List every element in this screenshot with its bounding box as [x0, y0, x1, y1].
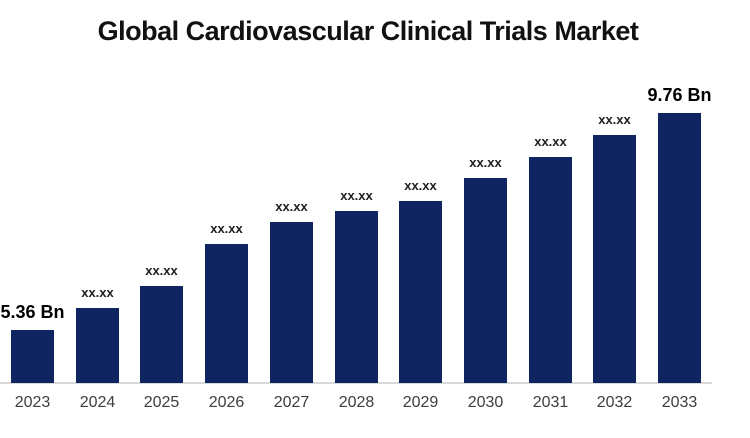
bar-value-label-2025: xx.xx [145, 263, 178, 278]
x-tick-label-2028: 2028 [338, 394, 375, 411]
bar-value-label-2033: 9.76 Bn [647, 85, 712, 105]
x-tick-label-2024: 2024 [79, 394, 116, 411]
bar-value-label-2032: xx.xx [598, 112, 631, 127]
x-axis-line [0, 382, 712, 384]
bar-2033 [658, 113, 701, 383]
bar-2028 [335, 211, 378, 383]
bar-value-label-2031: xx.xx [534, 134, 567, 149]
x-tick-label-2025: 2025 [143, 394, 180, 411]
bar-value-label-2027: xx.xx [275, 199, 308, 214]
chart-title: Global Cardiovascular Clinical Trials Ma… [97, 16, 639, 46]
bar-value-label-2026: xx.xx [210, 221, 243, 236]
bar-value-label-2030: xx.xx [469, 155, 502, 170]
bar-2025 [140, 286, 183, 383]
bar-value-label-2028: xx.xx [340, 188, 373, 203]
bar-2029 [399, 201, 442, 383]
bar-2026 [205, 244, 248, 383]
x-tick-label-2031: 2031 [532, 394, 569, 411]
bar-2030 [464, 178, 507, 383]
bar-value-label-2029: xx.xx [404, 178, 437, 193]
x-tick-label-2032: 2032 [596, 394, 633, 411]
bar-2031 [529, 157, 572, 383]
bar-2027 [270, 222, 313, 383]
x-tick-label-2033: 2033 [661, 394, 698, 411]
x-tick-label-2023: 2023 [14, 394, 51, 411]
bar-2024 [76, 308, 119, 383]
x-tick-label-2026: 2026 [208, 394, 245, 411]
x-tick-label-2030: 2030 [467, 394, 504, 411]
bar-2023 [11, 330, 54, 383]
bar-value-label-2023: 5.36 Bn [0, 302, 65, 322]
x-tick-label-2029: 2029 [402, 394, 439, 411]
bar-value-label-2024: xx.xx [81, 285, 114, 300]
x-tick-label-2027: 2027 [273, 394, 310, 411]
bar-2032 [593, 135, 636, 383]
